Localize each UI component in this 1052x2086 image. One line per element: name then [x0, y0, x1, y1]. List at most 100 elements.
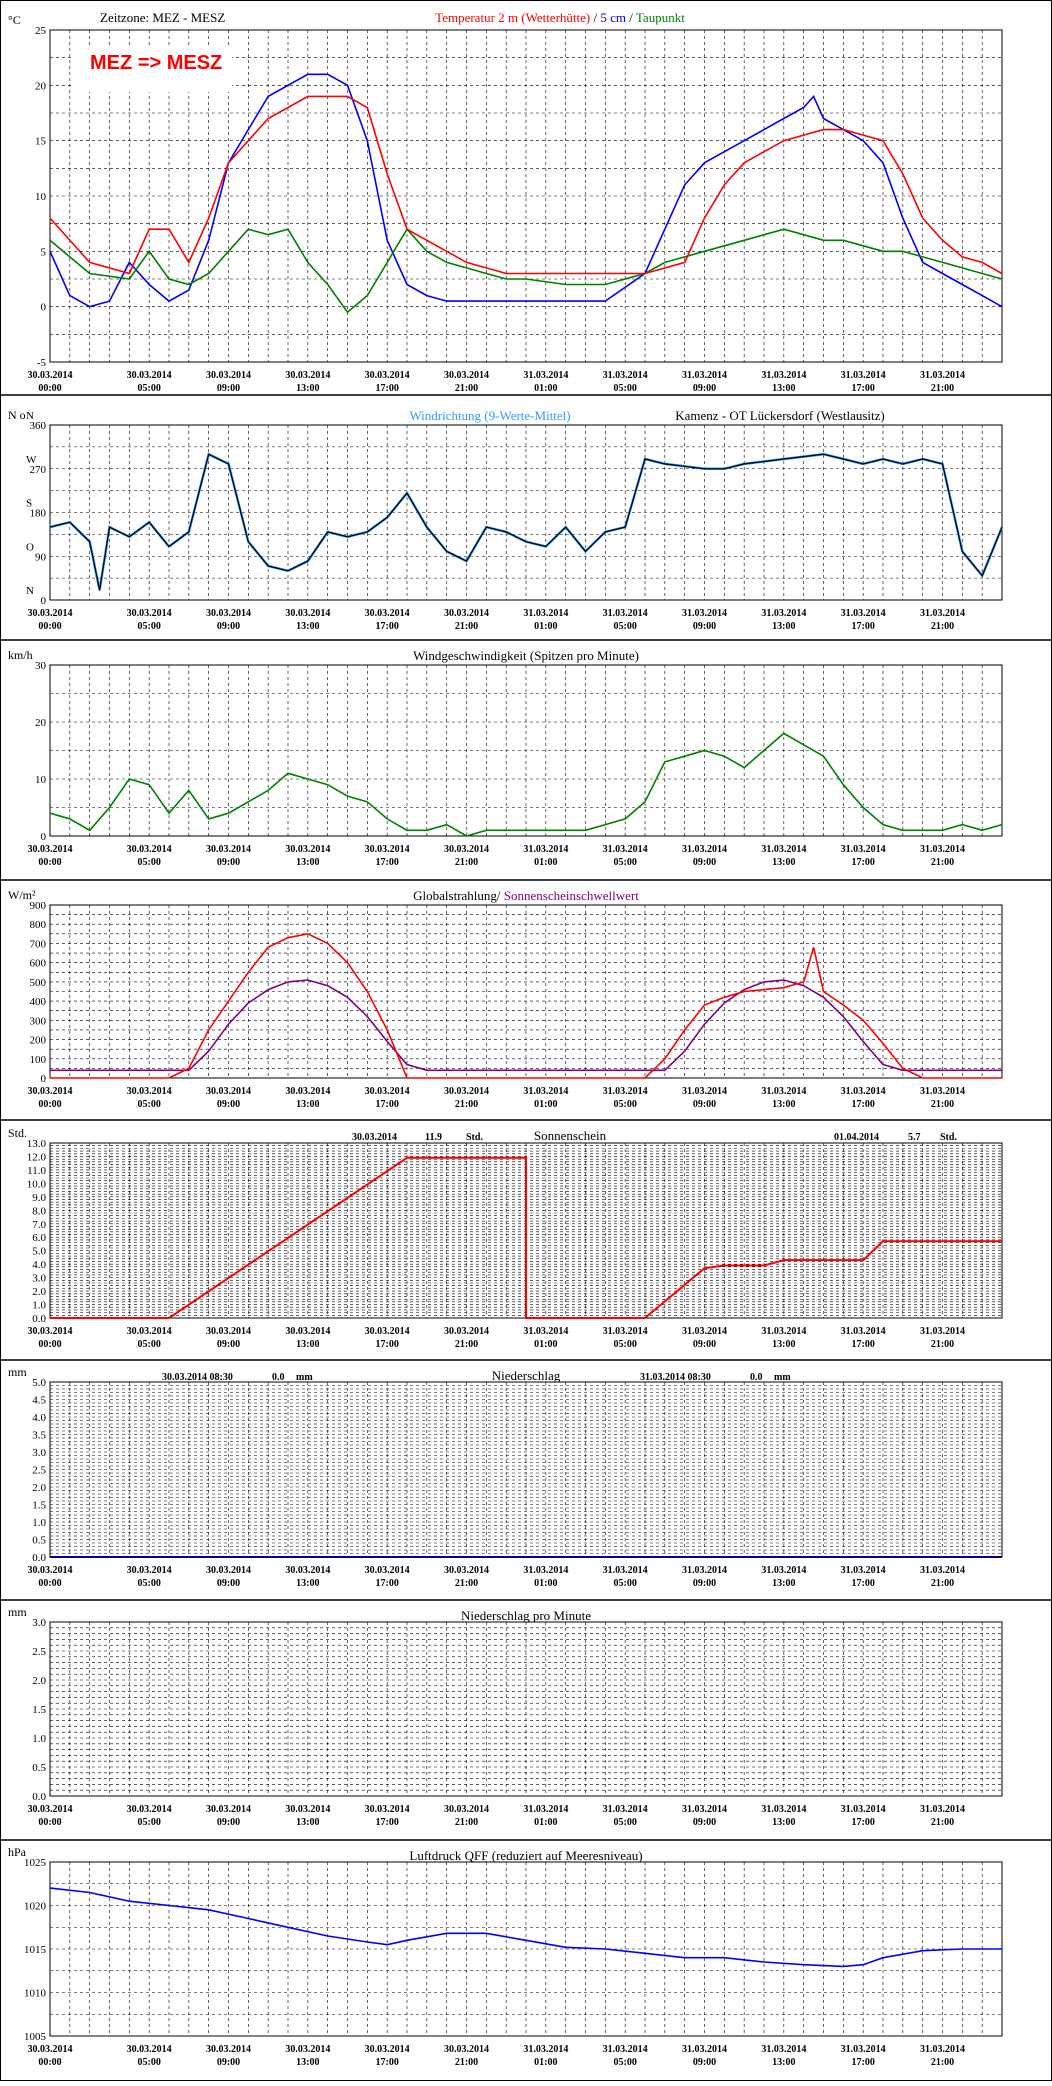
x-tick-date: 31.03.2014 — [523, 1804, 568, 1815]
x-tick-time: 21:00 — [931, 383, 954, 394]
x-tick-time: 05:00 — [613, 1339, 636, 1350]
x-tick-time: 21:00 — [931, 1817, 954, 1828]
x-tick-time: 09:00 — [217, 857, 240, 868]
y-tick-label: 15 — [35, 136, 47, 148]
y-tick-label: 0 — [41, 595, 47, 607]
x-tick-date: 31.03.2014 — [920, 844, 965, 855]
x-tick-date: 31.03.2014 — [682, 1086, 727, 1097]
unit-label: mm — [8, 1605, 27, 1619]
x-tick-time: 00:00 — [38, 1099, 61, 1110]
series-sunshine — [50, 1156, 1002, 1319]
x-tick-date: 30.03.2014 — [206, 1565, 251, 1576]
x-tick-time: 09:00 — [693, 857, 716, 868]
x-tick-time: 17:00 — [851, 621, 874, 632]
series-wind-direction-mean — [49, 453, 1003, 591]
y-tick-label: 3.0 — [32, 1617, 46, 1629]
series-dewpoint — [49, 227, 1003, 314]
x-tick-time: 21:00 — [455, 857, 478, 868]
x-tick-time: 09:00 — [693, 1817, 716, 1828]
x-tick-time: 17:00 — [851, 1578, 874, 1589]
panel-title: Sonnenschein — [534, 1128, 607, 1143]
x-tick-time: 05:00 — [137, 383, 160, 394]
y-tick-label: 5.0 — [32, 1246, 46, 1258]
dst-notice: MEZ => MESZ — [90, 52, 223, 74]
x-tick-time: 13:00 — [772, 1817, 795, 1828]
x-tick-time: 21:00 — [455, 1339, 478, 1350]
x-tick-time: 17:00 — [375, 1817, 398, 1828]
x-tick-time: 17:00 — [851, 2057, 874, 2068]
y-tick-label: 25 — [35, 25, 47, 37]
x-tick-time: 05:00 — [613, 2057, 636, 2068]
y-tick-label: 1005 — [24, 2031, 47, 2043]
x-tick-time: 09:00 — [693, 1099, 716, 1110]
y-tick-label: 4.5 — [32, 1395, 46, 1407]
y-tick-label: 7.0 — [32, 1219, 46, 1231]
unit-label: mm — [8, 1365, 27, 1379]
x-tick-time: 09:00 — [217, 1099, 240, 1110]
x-tick-time: 05:00 — [137, 1578, 160, 1589]
y-tick-label: 10.0 — [27, 1178, 47, 1190]
y-tick-label: 500 — [30, 977, 47, 989]
y-tick-label: 0 — [41, 1073, 47, 1085]
y-tick-label: 2.0 — [32, 1675, 46, 1687]
x-tick-time: 13:00 — [296, 1339, 319, 1350]
x-tick-date: 30.03.2014 — [365, 1565, 410, 1576]
y-tick-label: 10 — [35, 774, 47, 786]
x-tick-date: 31.03.2014 — [682, 608, 727, 619]
x-tick-time: 17:00 — [375, 2057, 398, 2068]
x-tick-time: 21:00 — [455, 1817, 478, 1828]
day-total-value: 5.7 — [908, 1132, 921, 1143]
chart-panel-6: 3.02.52.01.51.00.50.030.03.201400:0030.0… — [0, 1599, 1052, 1828]
y-tick-label: 2.5 — [32, 1465, 46, 1477]
y-tick-label: 700 — [30, 938, 47, 950]
x-tick-time: 17:00 — [375, 1339, 398, 1350]
title-part: Sonnenscheinschwellwert — [504, 888, 639, 903]
x-tick-time: 13:00 — [772, 1099, 795, 1110]
x-tick-time: 00:00 — [38, 383, 61, 394]
x-tick-time: 17:00 — [851, 857, 874, 868]
x-tick-date: 30.03.2014 — [127, 370, 172, 381]
x-tick-date: 30.03.2014 — [285, 1326, 330, 1337]
x-tick-date: 30.03.2014 — [365, 1086, 410, 1097]
x-tick-date: 30.03.2014 — [444, 2044, 489, 2055]
title-part: Taupunkt — [636, 10, 685, 25]
y-tick-label: 1.5 — [32, 1704, 46, 1716]
x-tick-time: 21:00 — [455, 1578, 478, 1589]
x-tick-time: 21:00 — [931, 857, 954, 868]
x-tick-date: 30.03.2014 — [365, 844, 410, 855]
panel-title: Temperatur 2 m (Wetterhütte) / 5 cm / Ta… — [435, 10, 685, 25]
x-tick-date: 31.03.2014 — [523, 370, 568, 381]
x-tick-time: 05:00 — [613, 1578, 636, 1589]
x-tick-date: 30.03.2014 — [285, 1565, 330, 1576]
chart-panel-7: 1025102010151010100530.03.201400:0030.03… — [0, 1839, 1052, 2068]
x-tick-date: 31.03.2014 — [761, 608, 806, 619]
x-tick-date: 30.03.2014 — [28, 1086, 73, 1097]
x-tick-time: 21:00 — [931, 2057, 954, 2068]
x-tick-date: 30.03.2014 — [28, 2044, 73, 2055]
chart-panel-4: 13.012.0 11.010.0 9.08.0 7.06.0 5.04.0 3.02.0… — [0, 1119, 1052, 1350]
x-tick-date: 31.03.2014 — [682, 1326, 727, 1337]
y-tick-label: 0.0 — [32, 1313, 46, 1325]
y-tick-label: 300 — [30, 1015, 47, 1027]
x-tick-time: 17:00 — [375, 1578, 398, 1589]
y-tick-label: 1020 — [24, 1901, 47, 1913]
x-tick-time: 01:00 — [534, 383, 557, 394]
x-tick-date: 31.03.2014 — [682, 2044, 727, 2055]
x-tick-date: 31.03.2014 — [761, 370, 806, 381]
x-tick-time: 05:00 — [137, 1099, 160, 1110]
plot-frame — [49, 664, 1003, 837]
x-tick-date: 30.03.2014 — [28, 608, 73, 619]
x-tick-time: 01:00 — [534, 1339, 557, 1350]
x-tick-date: 30.03.2014 — [127, 1326, 172, 1337]
x-tick-date: 30.03.2014 — [365, 608, 410, 619]
unit-label: hPa — [8, 1845, 27, 1859]
x-tick-time: 21:00 — [455, 1099, 478, 1110]
x-tick-date: 30.03.2014 — [444, 1804, 489, 1815]
y-tick-label: 1.5 — [32, 1500, 46, 1512]
x-tick-date: 31.03.2014 — [761, 844, 806, 855]
day-total-date: 30.03.2014 08:30 — [162, 1372, 233, 1383]
x-tick-time: 13:00 — [296, 621, 319, 632]
unit-label: N o — [8, 408, 26, 422]
compass-label: S — [26, 498, 32, 510]
